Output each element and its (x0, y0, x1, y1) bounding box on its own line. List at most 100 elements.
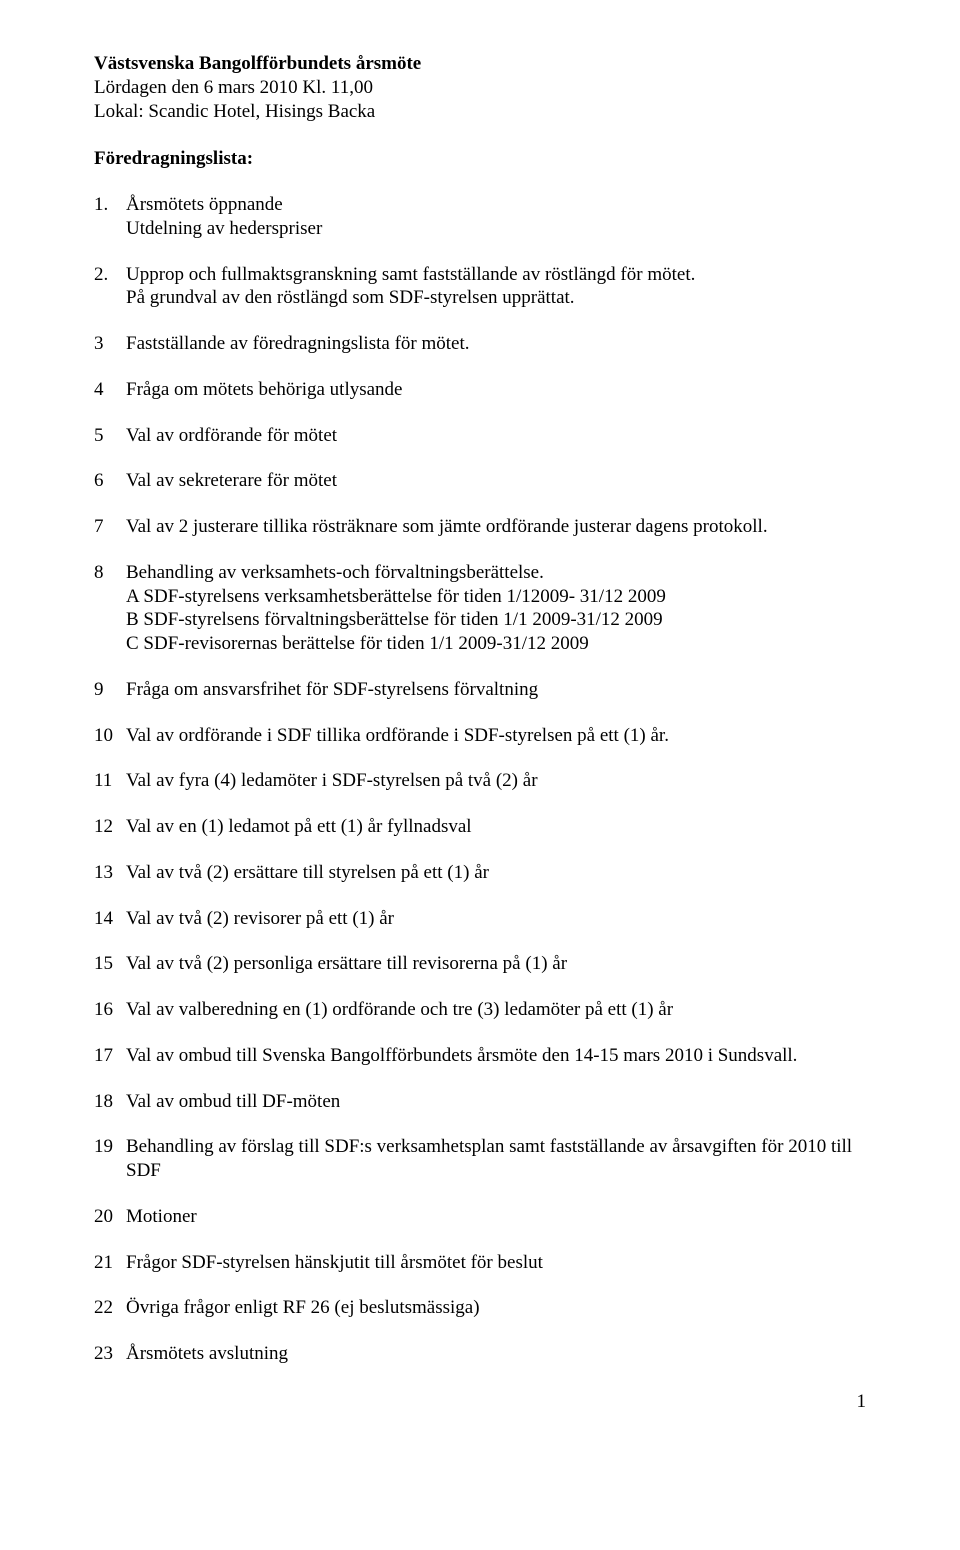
agenda-item-number: 18 (94, 1090, 126, 1114)
agenda-item-number: 14 (94, 907, 126, 931)
agenda-item-text: Val av ombud till Svenska Bangolfförbund… (126, 1044, 866, 1068)
agenda-item-number: 17 (94, 1044, 126, 1068)
agenda-item: 20Motioner (94, 1205, 866, 1229)
agenda-item: 8Behandling av verksamhets-och förvaltni… (94, 561, 866, 656)
agenda-item-text: Fastställande av föredragningslista för … (126, 332, 866, 356)
agenda-item: 12Val av en (1) ledamot på ett (1) år fy… (94, 815, 866, 839)
agenda-item-number: 8 (94, 561, 126, 656)
agenda-item-text: Fråga om ansvarsfrihet för SDF-styrelsen… (126, 678, 866, 702)
agenda-item: 6Val av sekreterare för mötet (94, 469, 866, 493)
agenda-item-text: Övriga frågor enligt RF 26 (ej beslutsmä… (126, 1296, 866, 1320)
agenda-item-text: Val av ordförande i SDF tillika ordföran… (126, 724, 866, 748)
page-number: 1 (94, 1390, 866, 1414)
agenda-item-body: Behandling av verksamhets-och förvaltnin… (126, 561, 866, 656)
agenda-item-text: Val av fyra (4) ledamöter i SDF-styrelse… (126, 769, 866, 793)
agenda-item-body: Fastställande av föredragningslista för … (126, 332, 866, 356)
agenda-item-number: 2. (94, 263, 126, 311)
agenda-item-body: Årsmötets avslutning (126, 1342, 866, 1366)
agenda-item-body: Fråga om mötets behöriga utlysande (126, 378, 866, 402)
agenda-item: 4Fråga om mötets behöriga utlysande (94, 378, 866, 402)
agenda-item: 18Val av ombud till DF-möten (94, 1090, 866, 1114)
agenda-list: 1.Årsmötets öppnandeUtdelning av hedersp… (94, 193, 866, 1366)
agenda-item: 16Val av valberedning en (1) ordförande … (94, 998, 866, 1022)
agenda-item-body: Val av en (1) ledamot på ett (1) år fyll… (126, 815, 866, 839)
agenda-item-number: 7 (94, 515, 126, 539)
agenda-item-number: 11 (94, 769, 126, 793)
agenda-item-body: Motioner (126, 1205, 866, 1229)
agenda-item-extra: På grundval av den röstlängd som SDF-sty… (126, 286, 866, 310)
agenda-item-body: Val av valberedning en (1) ordförande oc… (126, 998, 866, 1022)
agenda-item-body: Val av fyra (4) ledamöter i SDF-styrelse… (126, 769, 866, 793)
agenda-item-body: Upprop och fullmaktsgranskning samt fast… (126, 263, 866, 311)
agenda-item-text: Val av 2 justerare tillika rösträknare s… (126, 515, 866, 539)
document-title: Västsvenska Bangolfförbundets årsmöte (94, 52, 866, 76)
agenda-item-subtext: Utdelning av hederspriser (126, 217, 866, 241)
agenda-item: 1.Årsmötets öppnandeUtdelning av hedersp… (94, 193, 866, 241)
document-location-line: Lokal: Scandic Hotel, Hisings Backa (94, 100, 866, 124)
agenda-item-subline: A SDF-styrelsens verksamhetsberättelse f… (126, 585, 866, 609)
agenda-item-text: Val av två (2) revisorer på ett (1) år (126, 907, 866, 931)
agenda-item-number: 5 (94, 424, 126, 448)
agenda-item: 13Val av två (2) ersättare till styrelse… (94, 861, 866, 885)
agenda-item-number: 21 (94, 1251, 126, 1275)
agenda-item-text: Motioner (126, 1205, 866, 1229)
agenda-item-body: Val av två (2) revisorer på ett (1) år (126, 907, 866, 931)
agenda-item-number: 9 (94, 678, 126, 702)
agenda-item: 11Val av fyra (4) ledamöter i SDF-styrel… (94, 769, 866, 793)
agenda-item-number: 10 (94, 724, 126, 748)
agenda-item: 9Fråga om ansvarsfrihet för SDF-styrelse… (94, 678, 866, 702)
agenda-item-number: 23 (94, 1342, 126, 1366)
agenda-item-text: Val av ordförande för mötet (126, 424, 866, 448)
agenda-item: 15Val av två (2) personliga ersättare ti… (94, 952, 866, 976)
agenda-item-body: Fråga om ansvarsfrihet för SDF-styrelsen… (126, 678, 866, 702)
agenda-item-text: Årsmötets avslutning (126, 1342, 866, 1366)
agenda-item-subline: B SDF-styrelsens förvaltningsberättelse … (126, 608, 866, 632)
agenda-item-body: Val av två (2) personliga ersättare till… (126, 952, 866, 976)
document-date-line: Lördagen den 6 mars 2010 Kl. 11,00 (94, 76, 866, 100)
agenda-item-subline: C SDF-revisorernas berättelse för tiden … (126, 632, 866, 656)
agenda-heading: Föredragningslista: (94, 147, 866, 171)
agenda-item-number: 1. (94, 193, 126, 241)
agenda-item-body: Val av ordförande för mötet (126, 424, 866, 448)
agenda-item-sublines: A SDF-styrelsens verksamhetsberättelse f… (126, 585, 866, 656)
agenda-item-number: 12 (94, 815, 126, 839)
agenda-item: 21Frågor SDF-styrelsen hänskjutit till å… (94, 1251, 866, 1275)
agenda-item-text: Behandling av förslag till SDF:s verksam… (126, 1135, 866, 1183)
agenda-item-number: 15 (94, 952, 126, 976)
agenda-item: 10Val av ordförande i SDF tillika ordför… (94, 724, 866, 748)
agenda-item-body: Behandling av förslag till SDF:s verksam… (126, 1135, 866, 1183)
agenda-item-text: Behandling av verksamhets-och förvaltnin… (126, 561, 866, 585)
agenda-item: 14Val av två (2) revisorer på ett (1) år (94, 907, 866, 931)
agenda-item-number: 6 (94, 469, 126, 493)
agenda-item-number: 19 (94, 1135, 126, 1183)
agenda-item: 23Årsmötets avslutning (94, 1342, 866, 1366)
agenda-item-number: 13 (94, 861, 126, 885)
agenda-item-body: Val av två (2) ersättare till styrelsen … (126, 861, 866, 885)
agenda-item-body: Val av ombud till DF-möten (126, 1090, 866, 1114)
document-header: Västsvenska Bangolfförbundets årsmöte Lö… (94, 52, 866, 123)
agenda-item: 19Behandling av förslag till SDF:s verks… (94, 1135, 866, 1183)
agenda-item-number: 4 (94, 378, 126, 402)
agenda-item-text: Val av två (2) personliga ersättare till… (126, 952, 866, 976)
agenda-item-number: 3 (94, 332, 126, 356)
agenda-item-body: Övriga frågor enligt RF 26 (ej beslutsmä… (126, 1296, 866, 1320)
agenda-item-body: Årsmötets öppnandeUtdelning av hederspri… (126, 193, 866, 241)
agenda-item-text: Val av valberedning en (1) ordförande oc… (126, 998, 866, 1022)
agenda-item-text: Frågor SDF-styrelsen hänskjutit till års… (126, 1251, 866, 1275)
agenda-item-text: Upprop och fullmaktsgranskning samt fast… (126, 263, 866, 287)
agenda-item-text: Val av en (1) ledamot på ett (1) år fyll… (126, 815, 866, 839)
agenda-item: 7Val av 2 justerare tillika rösträknare … (94, 515, 866, 539)
agenda-item-text: Val av ombud till DF-möten (126, 1090, 866, 1114)
agenda-item: 2.Upprop och fullmaktsgranskning samt fa… (94, 263, 866, 311)
agenda-item: 17Val av ombud till Svenska Bangolfförbu… (94, 1044, 866, 1068)
agenda-item-body: Val av ordförande i SDF tillika ordföran… (126, 724, 866, 748)
agenda-item-body: Val av sekreterare för mötet (126, 469, 866, 493)
agenda-item: 5Val av ordförande för mötet (94, 424, 866, 448)
agenda-item: 22Övriga frågor enligt RF 26 (ej besluts… (94, 1296, 866, 1320)
agenda-item-text: Årsmötets öppnande (126, 193, 866, 217)
agenda-item-text: Val av två (2) ersättare till styrelsen … (126, 861, 866, 885)
agenda-item-number: 20 (94, 1205, 126, 1229)
agenda-item-number: 16 (94, 998, 126, 1022)
agenda-item-text: Val av sekreterare för mötet (126, 469, 866, 493)
agenda-item-number: 22 (94, 1296, 126, 1320)
